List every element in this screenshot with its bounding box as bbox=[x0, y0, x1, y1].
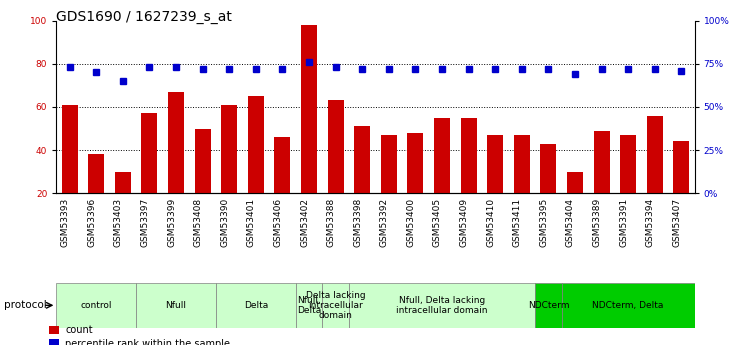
Text: GSM53399: GSM53399 bbox=[167, 198, 176, 247]
Bar bbox=[56, 283, 136, 328]
Bar bbox=[593, 131, 610, 193]
Bar bbox=[248, 96, 264, 193]
Bar bbox=[327, 100, 344, 193]
Text: GSM53394: GSM53394 bbox=[646, 198, 655, 247]
Bar bbox=[62, 105, 77, 193]
Text: Nfull: Nfull bbox=[165, 301, 186, 310]
Text: NDCterm, Delta: NDCterm, Delta bbox=[593, 301, 664, 310]
Text: GSM53390: GSM53390 bbox=[220, 198, 229, 247]
Bar bbox=[49, 339, 59, 345]
Bar bbox=[354, 126, 370, 193]
Text: Delta lacking
intracellular
domain: Delta lacking intracellular domain bbox=[306, 291, 366, 319]
Text: GSM53402: GSM53402 bbox=[300, 198, 309, 247]
Bar bbox=[434, 118, 450, 193]
Text: GSM53388: GSM53388 bbox=[327, 198, 336, 247]
Text: GSM53410: GSM53410 bbox=[486, 198, 495, 247]
Bar bbox=[115, 171, 131, 193]
Bar bbox=[381, 135, 397, 193]
Text: Delta: Delta bbox=[243, 301, 268, 310]
Bar bbox=[322, 283, 349, 328]
Bar bbox=[222, 105, 237, 193]
Bar bbox=[49, 326, 59, 334]
Bar bbox=[195, 128, 210, 193]
Text: GSM53404: GSM53404 bbox=[566, 198, 575, 247]
Text: protocol: protocol bbox=[4, 300, 47, 310]
Bar bbox=[89, 155, 104, 193]
Text: GSM53395: GSM53395 bbox=[539, 198, 548, 247]
Bar bbox=[296, 283, 322, 328]
Text: control: control bbox=[80, 301, 112, 310]
Text: GSM53411: GSM53411 bbox=[513, 198, 522, 247]
Text: GSM53408: GSM53408 bbox=[194, 198, 203, 247]
Text: GSM53409: GSM53409 bbox=[460, 198, 469, 247]
Bar bbox=[535, 283, 562, 328]
Bar bbox=[541, 144, 556, 193]
Bar bbox=[136, 283, 216, 328]
Bar bbox=[408, 133, 424, 193]
Text: GSM53401: GSM53401 bbox=[247, 198, 256, 247]
Text: GSM53398: GSM53398 bbox=[353, 198, 362, 247]
Bar bbox=[487, 135, 503, 193]
Text: GSM53406: GSM53406 bbox=[273, 198, 282, 247]
Bar bbox=[620, 135, 636, 193]
Text: NDCterm: NDCterm bbox=[528, 301, 569, 310]
Bar bbox=[562, 283, 695, 328]
Bar bbox=[301, 25, 317, 193]
Bar bbox=[514, 135, 529, 193]
Text: percentile rank within the sample: percentile rank within the sample bbox=[65, 339, 231, 345]
Bar bbox=[674, 141, 689, 193]
Text: GSM53391: GSM53391 bbox=[619, 198, 628, 247]
Text: count: count bbox=[65, 325, 93, 335]
Text: GDS1690 / 1627239_s_at: GDS1690 / 1627239_s_at bbox=[56, 10, 232, 24]
Bar bbox=[216, 283, 296, 328]
Text: GSM53405: GSM53405 bbox=[433, 198, 442, 247]
Bar bbox=[349, 283, 535, 328]
Text: Nfull, Delta lacking
intracellular domain: Nfull, Delta lacking intracellular domai… bbox=[397, 296, 487, 315]
Bar bbox=[647, 116, 663, 193]
Text: GSM53407: GSM53407 bbox=[672, 198, 681, 247]
Text: GSM53393: GSM53393 bbox=[61, 198, 70, 247]
Bar bbox=[168, 92, 184, 193]
Text: GSM53403: GSM53403 bbox=[114, 198, 123, 247]
Text: Nfull,
Delta: Nfull, Delta bbox=[297, 296, 321, 315]
Text: GSM53400: GSM53400 bbox=[406, 198, 415, 247]
Bar bbox=[274, 137, 291, 193]
Bar bbox=[460, 118, 477, 193]
Text: GSM53397: GSM53397 bbox=[140, 198, 149, 247]
Bar bbox=[141, 114, 158, 193]
Text: GSM53392: GSM53392 bbox=[380, 198, 389, 247]
Text: GSM53396: GSM53396 bbox=[87, 198, 96, 247]
Text: GSM53389: GSM53389 bbox=[593, 198, 602, 247]
Bar bbox=[567, 171, 583, 193]
